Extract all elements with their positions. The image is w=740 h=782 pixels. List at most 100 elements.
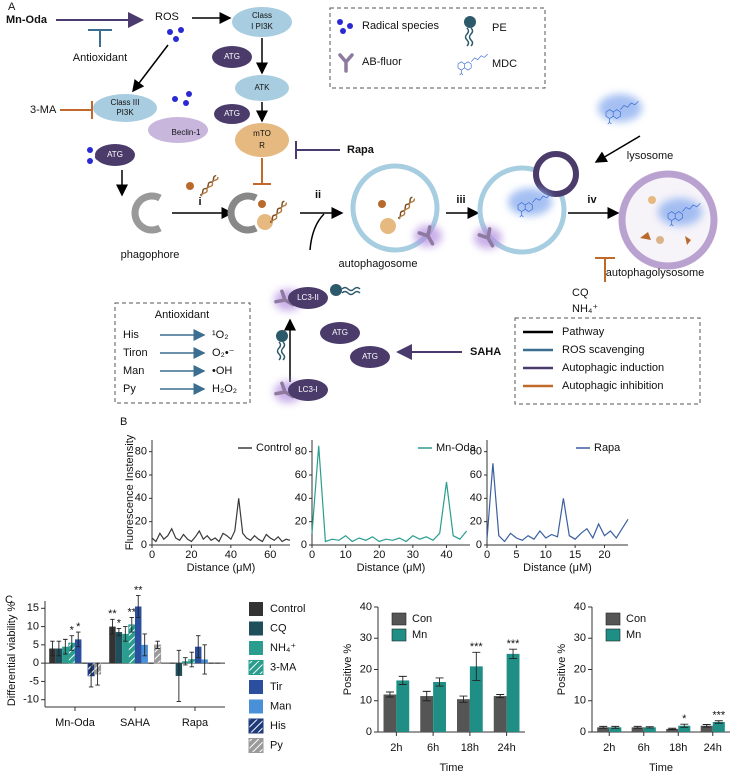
error-bar <box>459 695 468 703</box>
pe <box>275 329 289 361</box>
node <box>232 7 292 37</box>
node-label: autophagosome <box>339 258 418 270</box>
error-bar <box>129 616 135 633</box>
bar <box>469 666 483 732</box>
bar <box>609 727 622 732</box>
box-title: Antioxidant <box>155 309 209 321</box>
error-bar <box>702 724 711 728</box>
y-tick-label: 60 <box>470 469 482 481</box>
trace <box>311 445 468 543</box>
x-tick-label: 30 <box>407 549 419 561</box>
legend-label: Mn-Oda <box>436 442 477 454</box>
legend-label: Tir <box>270 681 283 693</box>
y-tick-label: 80 <box>295 446 307 458</box>
bar <box>597 727 610 732</box>
bar <box>115 632 123 664</box>
node-label: ATG <box>224 52 240 61</box>
y-tick-label: 0 <box>301 539 307 551</box>
error-bar <box>472 651 481 681</box>
node-label: Rapa <box>347 144 375 156</box>
bar <box>62 646 69 664</box>
legend-label: His <box>270 720 286 732</box>
node-label: mTO <box>253 129 271 138</box>
legend-label: Con <box>412 613 432 625</box>
node-label: LC3-I <box>298 385 318 394</box>
error-bar <box>195 635 201 659</box>
phagophore <box>227 192 258 234</box>
glow <box>598 94 642 122</box>
error-bar <box>422 690 431 702</box>
x-tick-label: 18h <box>669 742 687 754</box>
dna <box>198 174 220 198</box>
panel-a: A Mn-Oda ROS Antioxidant Class I PI3K AT… <box>6 1 718 405</box>
radicals <box>172 91 192 106</box>
y-tick-label: 10 <box>360 695 372 707</box>
legend-label: ROS scavenging <box>562 344 645 356</box>
x-tick-label: 10 <box>339 549 351 561</box>
bar <box>631 727 644 732</box>
error-bar <box>509 648 518 660</box>
ros-species: ¹O₂ <box>212 329 229 341</box>
node <box>235 123 289 157</box>
y-axis-label: Differential viability % <box>6 602 18 707</box>
symbol-legend <box>329 7 546 89</box>
legend-label: Py <box>270 739 283 751</box>
legend-swatch <box>249 680 263 694</box>
legend-swatch <box>248 738 264 753</box>
x-tick-label: 24h <box>704 742 722 754</box>
y-tick-label: 20 <box>360 663 372 675</box>
ab-fluor <box>338 53 354 73</box>
error-bar <box>155 640 160 649</box>
arrow <box>594 135 641 163</box>
node-label: Class III <box>111 98 140 107</box>
panel-label: A <box>8 1 16 13</box>
bar <box>712 722 725 732</box>
bar <box>493 696 507 732</box>
node <box>148 117 208 143</box>
cargo <box>186 182 194 190</box>
bar <box>396 680 410 732</box>
panel-label: C <box>5 594 13 606</box>
bar <box>678 725 691 732</box>
y-axis-label: Positive % <box>556 644 568 696</box>
significance: * <box>76 621 81 633</box>
legend-label: Rapa <box>594 442 621 454</box>
bar <box>135 606 142 664</box>
y-tick-label: 30 <box>574 632 586 644</box>
legend-swatch <box>391 612 407 626</box>
cargo <box>378 200 386 208</box>
error-bar <box>189 651 195 668</box>
y-tick-label: 40 <box>470 492 482 504</box>
error-bar <box>633 725 642 729</box>
ros-species: O₂•⁻ <box>212 347 235 359</box>
bar <box>433 682 446 732</box>
x-axis-label: Distance (μM) <box>187 562 256 574</box>
scavenger-name: Man <box>123 365 144 377</box>
y-tick-label: 10 <box>574 695 586 707</box>
significance: ** <box>127 606 136 618</box>
node-label: autophagolysosome <box>606 267 704 279</box>
step-label: i <box>198 196 201 208</box>
legend-label: Mn <box>626 629 641 641</box>
error-bar <box>123 626 128 642</box>
x-tick-label: 40 <box>225 549 237 561</box>
mdc <box>457 53 489 76</box>
legend-swatch <box>605 628 621 642</box>
bar <box>109 626 116 664</box>
node <box>288 379 328 401</box>
x-tick-label: 20 <box>185 549 197 561</box>
x-axis-label: Distance (μM) <box>523 562 592 574</box>
node-label: R <box>259 141 265 150</box>
y-tick-label: 60 <box>295 469 307 481</box>
node <box>288 287 328 309</box>
legend-label: Autophagic induction <box>562 362 664 374</box>
legend-swatch <box>605 612 621 626</box>
node-label: ROS <box>155 11 179 23</box>
bar <box>420 696 434 732</box>
legend-swatch <box>248 660 264 675</box>
bar <box>457 699 470 732</box>
legend-label: AB-fluor <box>362 56 402 68</box>
error-bar <box>116 627 122 637</box>
lysosome <box>533 151 579 197</box>
legend-label: Radical species <box>362 20 440 32</box>
